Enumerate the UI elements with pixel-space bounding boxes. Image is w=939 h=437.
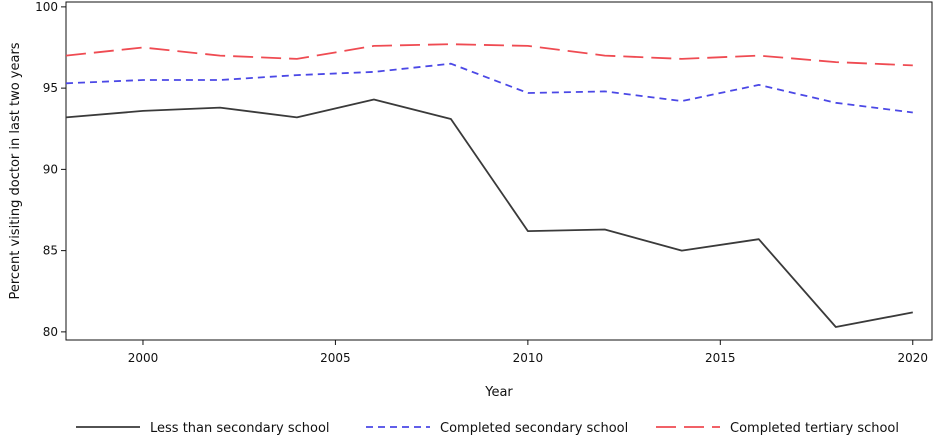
x-tick-label: 2005: [320, 351, 351, 365]
series-line-3: [65, 43, 913, 67]
x-axis-title: Year: [484, 385, 513, 400]
y-tick-label: 90: [43, 162, 58, 176]
x-tick-label: 2010: [513, 351, 544, 365]
y-axis-title: Percent visiting doctor in last two year…: [8, 42, 23, 299]
y-tick-label: 100: [35, 0, 58, 14]
series-line-2: [65, 62, 913, 114]
series-lines: [65, 43, 913, 328]
y-tick-label: 95: [43, 81, 58, 95]
legend-label-3: Completed tertiary school: [730, 421, 899, 436]
plot-frame: [65, 1, 933, 341]
x-tick-label: 2015: [705, 351, 736, 365]
x-axis: 2000 2005 2010 2015 2020: [128, 340, 928, 365]
legend: Less than secondary school Completed seco…: [76, 421, 899, 436]
legend-label-2: Completed secondary school: [440, 421, 628, 436]
y-tick-label: 80: [43, 325, 58, 339]
y-axis: 80 85 90 95 100: [35, 0, 66, 339]
series-line-1: [65, 98, 913, 328]
x-tick-label: 2020: [897, 351, 928, 365]
y-tick-label: 85: [43, 244, 58, 258]
legend-label-1: Less than secondary school: [150, 421, 330, 436]
x-tick-label: 2000: [128, 351, 159, 365]
